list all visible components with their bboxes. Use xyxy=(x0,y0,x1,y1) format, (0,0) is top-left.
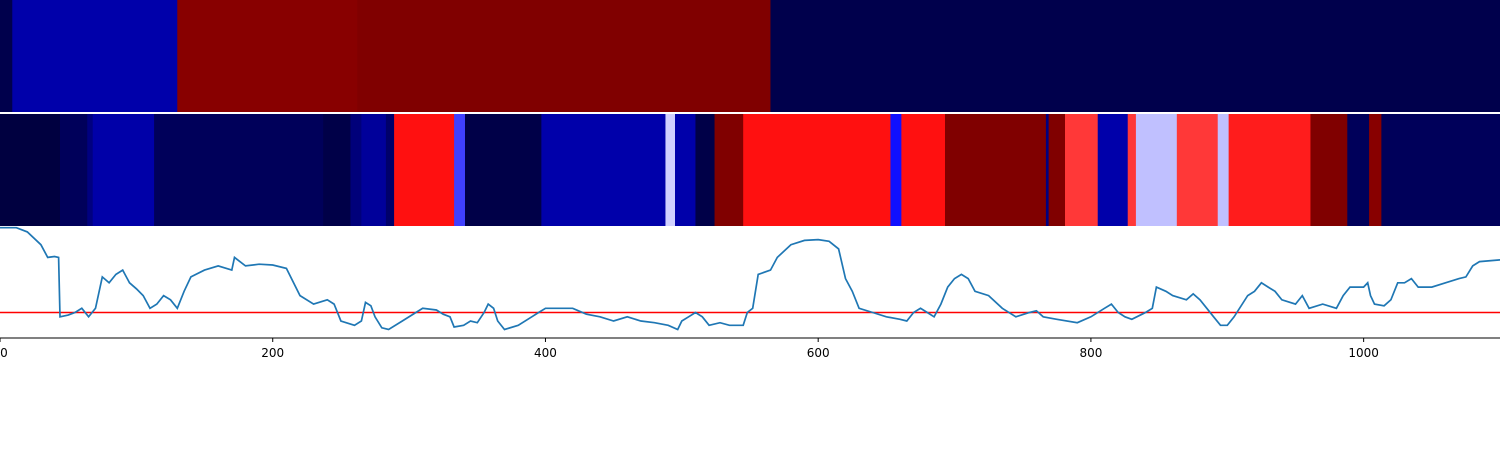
segment-strip-middle-segment-17 xyxy=(743,114,892,226)
segment-strip-middle-segment-3 xyxy=(92,114,155,226)
segment-strip-middle-segment-19 xyxy=(901,114,946,226)
segment-strip-middle-segment-31 xyxy=(1347,114,1370,226)
x-tick-label: 400 xyxy=(534,346,557,360)
segment-strip-middle-segment-14 xyxy=(675,114,697,226)
segment-strip-middle-segment-2 xyxy=(87,114,94,226)
segment-strip-middle-segment-12 xyxy=(541,114,667,226)
segment-strip-middle-segment-28 xyxy=(1217,114,1230,226)
segment-strip-middle-segment-10 xyxy=(454,114,466,226)
segment-strip-middle-segment-18 xyxy=(890,114,902,226)
x-tick-label: 0 xyxy=(0,346,8,360)
segment-strip-middle-segment-4 xyxy=(154,114,324,226)
segment-strip-middle-segment-24 xyxy=(1097,114,1129,226)
segment-strip-middle-segment-32 xyxy=(1369,114,1382,226)
segment-strip-middle-segment-33 xyxy=(1381,114,1500,226)
segment-strip-top-segment-4 xyxy=(770,0,1500,112)
segment-strip-middle-segment-22 xyxy=(1048,114,1066,226)
segment-strip-top xyxy=(0,0,1500,112)
segment-strip-middle-segment-29 xyxy=(1228,114,1312,226)
segment-strip-middle-segment-25 xyxy=(1127,114,1137,226)
x-axis: 0 200 400 600 800 1000 xyxy=(0,338,1379,360)
segment-strip-middle-segment-1 xyxy=(60,114,88,226)
segment-strip-top-segment-1 xyxy=(12,0,178,112)
segment-strip-middle-segment-15 xyxy=(695,114,716,226)
segment-strip-middle-segment-6 xyxy=(350,114,362,226)
segment-strip-top-segment-0 xyxy=(0,0,13,112)
segment-strip-middle-segment-23 xyxy=(1065,114,1099,226)
x-tick-label: 200 xyxy=(261,346,284,360)
segment-strip-top-segment-2 xyxy=(177,0,358,112)
segment-strip-middle-segment-27 xyxy=(1176,114,1219,226)
x-tick-label: 800 xyxy=(1079,346,1102,360)
segment-strip-middle-segment-21 xyxy=(1045,114,1050,226)
segment-strip-top-segment-3 xyxy=(357,0,772,112)
segment-strip-middle-segment-11 xyxy=(465,114,542,226)
x-tick-label: 1000 xyxy=(1348,346,1379,360)
signal-line-panel xyxy=(0,226,1500,339)
segment-strip-middle-segment-0 xyxy=(0,114,61,226)
segment-strip-middle-segment-16 xyxy=(714,114,744,226)
segment-strip-middle-segment-20 xyxy=(945,114,1047,226)
segment-strip-middle xyxy=(0,114,1500,226)
segment-strip-middle-segment-7 xyxy=(361,114,387,226)
segment-strip-middle-segment-9 xyxy=(394,114,455,226)
x-tick-label: 600 xyxy=(807,346,830,360)
line-plot-background xyxy=(0,226,1500,338)
signal-line xyxy=(0,226,1500,331)
segment-strip-middle-segment-8 xyxy=(385,114,395,226)
segment-strip-middle-segment-5 xyxy=(323,114,352,226)
segment-strip-middle-segment-13 xyxy=(665,114,676,226)
segment-strip-middle-segment-26 xyxy=(1135,114,1178,226)
segment-strip-middle-segment-30 xyxy=(1310,114,1348,226)
